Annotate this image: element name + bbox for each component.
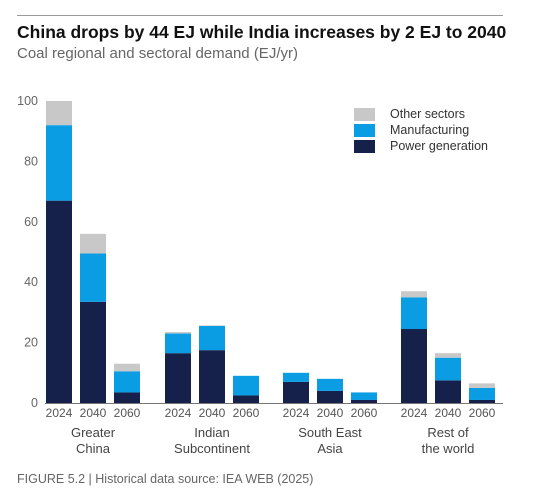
y-axis: 0 20 40 60 80 100 [17, 94, 38, 410]
bar-segment-manufacturing [401, 297, 427, 330]
x-tick-label: 2024 [283, 406, 310, 420]
y-tick-label: 0 [31, 396, 38, 410]
bar-segment-other [199, 325, 225, 326]
bar-segment-other [435, 353, 461, 358]
y-tick-label: 40 [24, 275, 38, 289]
group-label: Asia [317, 441, 343, 456]
legend-label-manufacturing: Manufacturing [390, 123, 470, 137]
bar-segment-manufacturing [165, 333, 191, 354]
bar-segment-other [401, 291, 427, 298]
legend-label-other: Other sectors [390, 107, 466, 121]
bar-segment-manufacturing [80, 253, 106, 302]
x-tick-label: 2040 [317, 406, 344, 420]
bar-segment-manufacturing [46, 125, 72, 201]
bar-segment-other [165, 332, 191, 334]
y-tick-label: 20 [24, 336, 38, 350]
bar-segment-manufacturing [199, 325, 225, 351]
bar-segment-power [199, 350, 225, 403]
x-tick-label: 2024 [46, 406, 73, 420]
bar-segment-power [114, 392, 140, 403]
group-label: China [76, 441, 111, 456]
bar-segment-manufacturing [233, 375, 259, 396]
bar-segment-power [165, 353, 191, 403]
bar-segment-power [317, 390, 343, 403]
x-tick-label: 2040 [435, 406, 462, 420]
bar-segment-manufacturing [114, 371, 140, 393]
chart-title: China drops by 44 EJ while India increas… [17, 22, 507, 42]
bar-segment-power [435, 380, 461, 403]
legend-item-power: Power generation [354, 138, 488, 154]
legend-swatch-power [354, 139, 375, 153]
group-label: South East [298, 425, 362, 440]
bars [46, 101, 495, 403]
legend-item-manufacturing: Manufacturing [354, 122, 488, 138]
x-tick-label: 2060 [469, 406, 496, 420]
bar-segment-manufacturing [351, 392, 377, 400]
group-label: Subcontinent [174, 441, 250, 456]
legend-swatch-manufacturing [354, 123, 375, 137]
y-tick-label: 100 [17, 94, 38, 108]
figure-caption: FIGURE 5.2 | Historical data source: IEA… [17, 472, 314, 486]
bar-segment-power [80, 301, 106, 403]
bar-segment-power [469, 399, 495, 403]
group-label: Indian [194, 425, 229, 440]
x-tick-label: 2060 [114, 406, 141, 420]
group-label: Rest of [427, 425, 469, 440]
bar-segment-manufacturing [435, 357, 461, 381]
bar-segment-other [46, 101, 72, 126]
y-tick-label: 60 [24, 215, 38, 229]
bar-segment-manufacturing [283, 372, 309, 382]
bar-segment-manufacturing [469, 387, 495, 400]
y-tick-label: 80 [24, 154, 38, 168]
x-tick-label: 2024 [401, 406, 428, 420]
x-tick-label: 2040 [199, 406, 226, 420]
x-tick-label: 2024 [165, 406, 192, 420]
chart-subtitle: Coal regional and sectoral demand (EJ/yr… [17, 45, 298, 62]
group-label: Greater [71, 425, 116, 440]
bar-segment-power [283, 381, 309, 403]
bar-segment-power [401, 329, 427, 403]
legend-swatch-other [354, 107, 375, 121]
x-tick-label: 2060 [351, 406, 378, 420]
x-tick-label: 2040 [80, 406, 107, 420]
bar-segment-manufacturing [317, 378, 343, 391]
bar-segment-power [351, 399, 377, 403]
bar-segment-other [114, 363, 140, 372]
group-label: the world [422, 441, 475, 456]
bar-segment-other [80, 233, 106, 254]
bar-segment-power [233, 395, 259, 403]
legend-label-power: Power generation [390, 139, 488, 153]
legend: Other sectors Manufacturing Power genera… [354, 106, 488, 154]
bar-segment-other [469, 383, 495, 388]
bar-segment-power [46, 200, 72, 403]
x-tick-label: 2060 [233, 406, 260, 420]
legend-item-other: Other sectors [354, 106, 488, 122]
top-rule [17, 15, 503, 16]
